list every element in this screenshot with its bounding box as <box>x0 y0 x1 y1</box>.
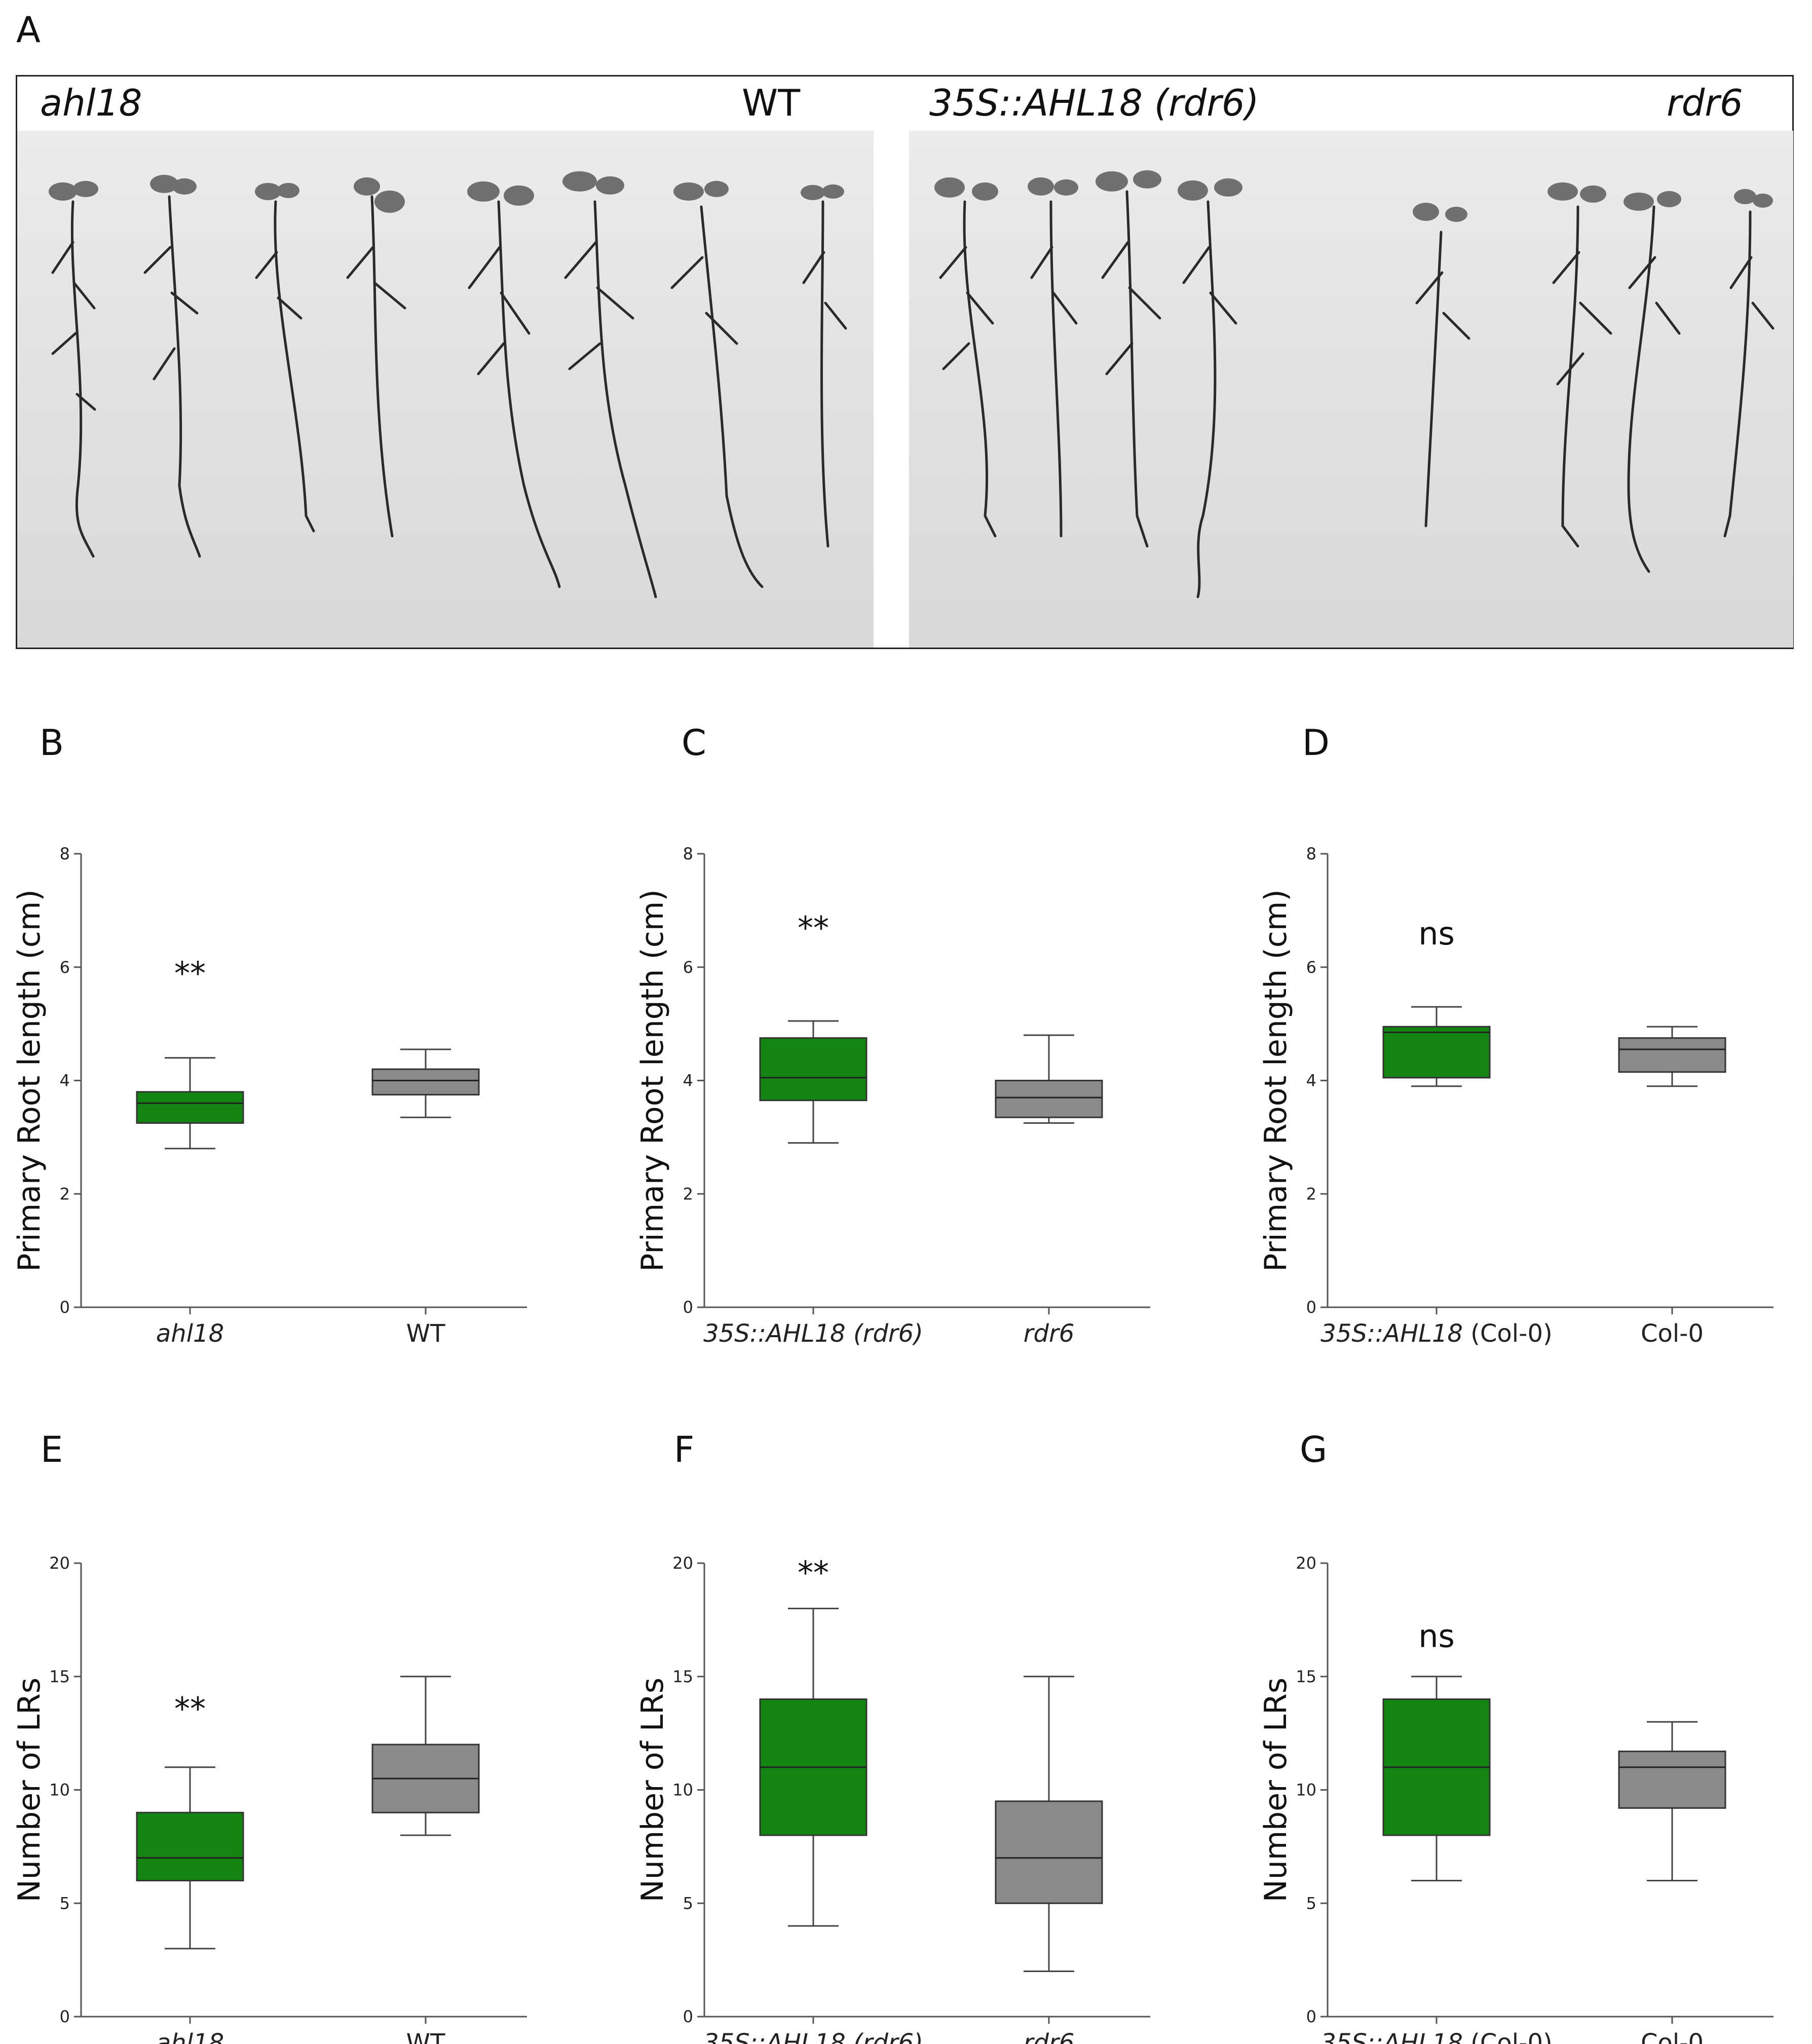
x-category-label-suffix: (Col-0) <box>1463 2029 1553 2044</box>
y-tick-label: 10 <box>49 1781 70 1800</box>
x-category-label-main: Col-0 <box>1641 1319 1704 1348</box>
panel-letter-d: D <box>1302 722 1330 764</box>
box-control <box>1618 1750 1726 1809</box>
y-tick-label: 0 <box>683 1298 693 1317</box>
y-tick-label: 0 <box>60 2007 70 2026</box>
photo-label-ahl18: ahl18 <box>40 82 142 124</box>
x-category-label: rdr6 <box>1024 1319 1074 1348</box>
x-category-label: rdr6 <box>1024 2029 1074 2044</box>
chart-e-number-of-lrs: 0 5 10 15 20 ahl18 WT Number of LRs ** <box>12 1554 527 2044</box>
box-treatment <box>759 1037 867 1102</box>
x-category-label-main: 35S::AHL18 (rdr6) <box>703 1319 923 1348</box>
y-tick-label: 15 <box>672 1667 693 1686</box>
panel-letter-g: G <box>1300 1429 1328 1470</box>
y-tick-label: 2 <box>683 1184 693 1203</box>
y-tick-label: 6 <box>1306 958 1316 977</box>
x-category-label-main: 35S::AHL18 <box>1320 2029 1463 2044</box>
panel-letter-a: A <box>16 9 41 51</box>
y-tick-label: 2 <box>60 1184 70 1203</box>
x-category-label: 35S::AHL18 (rdr6) <box>703 2029 923 2044</box>
x-category-label-main: 35S::AHL18 (rdr6) <box>703 2029 923 2044</box>
box-treatment <box>136 1811 244 1881</box>
x-category-label: WT <box>406 1319 445 1348</box>
y-tick-label: 20 <box>49 1554 70 1573</box>
x-category-label-main: rdr6 <box>1024 1319 1074 1348</box>
x-category-label-main: ahl18 <box>156 2029 224 2044</box>
significance-label: ** <box>798 1554 829 1591</box>
y-tick-label: 4 <box>1306 1071 1316 1090</box>
x-category-label: ahl18 <box>156 2029 224 2044</box>
y-tick-label: 10 <box>1296 1781 1316 1800</box>
y-tick-label: 0 <box>1306 2007 1316 2026</box>
y-tick-label: 5 <box>60 1894 70 1913</box>
x-category-label: Col-0 <box>1641 1319 1704 1348</box>
box-treatment <box>136 1091 244 1124</box>
significance-label: ns <box>1418 915 1455 952</box>
y-tick-label: 6 <box>60 958 70 977</box>
y-axis-title: Primary Root length (cm) <box>12 889 47 1272</box>
y-tick-label: 5 <box>683 1894 693 1913</box>
y-tick-label: 0 <box>60 1298 70 1317</box>
x-category-label: Col-0 <box>1641 2029 1704 2044</box>
seedling-photo-panel: ahl18 WT 35S::AHL18 (rdr6) rdr6 <box>16 75 1794 649</box>
x-category-label-main: rdr6 <box>1024 2029 1074 2044</box>
y-axis-title: Number of LRs <box>635 1678 670 1902</box>
x-category-label: 35S::AHL18 (Col-0) <box>1320 2029 1552 2044</box>
x-category-label-main: ahl18 <box>156 1319 224 1348</box>
y-tick-label: 6 <box>683 958 693 977</box>
box-control <box>995 1800 1103 1904</box>
y-tick-label: 20 <box>1296 1554 1316 1573</box>
y-tick-label: 8 <box>683 844 693 863</box>
chart-b-primary-root-length: 0 2 4 6 8 ahl18 WT Primary Root length (cm) ** <box>12 844 527 1348</box>
photo-label-rdr6: rdr6 <box>1667 82 1743 124</box>
significance-label: ** <box>174 1690 206 1727</box>
right-agar-plate <box>909 131 1793 648</box>
x-category-label: ahl18 <box>156 1319 224 1348</box>
y-axis-title: Number of LRs <box>12 1678 47 1902</box>
box-treatment <box>1382 1026 1491 1079</box>
panel-letter-f: F <box>674 1429 695 1470</box>
x-category-label-main: 35S::AHL18 <box>1320 1319 1463 1348</box>
panel-letter-e: E <box>41 1429 63 1470</box>
y-tick-label: 4 <box>60 1071 70 1090</box>
significance-label: ** <box>798 910 829 947</box>
y-tick-label: 8 <box>60 844 70 863</box>
box-control <box>1618 1037 1726 1073</box>
x-category-label-main: Col-0 <box>1641 2029 1704 2044</box>
y-axis-title: Primary Root length (cm) <box>635 889 670 1272</box>
y-tick-label: 10 <box>672 1781 693 1800</box>
y-tick-label: 2 <box>1306 1184 1316 1203</box>
box-control <box>995 1080 1103 1118</box>
y-axis-title: Primary Root length (cm) <box>1258 889 1294 1272</box>
y-tick-label: 20 <box>672 1554 693 1573</box>
x-category-label-main: WT <box>406 1319 445 1348</box>
x-category-label: 35S::AHL18 (rdr6) <box>703 1319 923 1348</box>
panel-letter-c: C <box>682 722 706 764</box>
panel-letter-b: B <box>40 722 64 764</box>
y-tick-label: 15 <box>49 1667 70 1686</box>
y-tick-label: 5 <box>1306 1894 1316 1913</box>
significance-label: ** <box>174 955 206 992</box>
y-axis-title: Number of LRs <box>1258 1678 1294 1902</box>
x-category-label: WT <box>406 2029 445 2044</box>
right-plate-seedlings <box>934 170 1775 598</box>
box-control <box>371 1068 480 1095</box>
x-category-label-main: WT <box>406 2029 445 2044</box>
y-tick-label: 0 <box>1306 1298 1316 1317</box>
left-agar-plate <box>17 131 874 648</box>
y-tick-label: 15 <box>1296 1667 1316 1686</box>
x-category-label-suffix: (Col-0) <box>1463 1319 1553 1348</box>
photo-label-wt: WT <box>742 82 801 124</box>
y-tick-label: 4 <box>683 1071 693 1090</box>
y-tick-label: 0 <box>683 2007 693 2026</box>
significance-label: ns <box>1418 1618 1455 1655</box>
y-tick-label: 8 <box>1306 844 1316 863</box>
left-plate-seedlings <box>49 171 847 598</box>
photo-label-35s-ahl18-rdr6: 35S::AHL18 (rdr6) <box>929 82 1259 124</box>
x-category-label: 35S::AHL18 (Col-0) <box>1320 1319 1552 1348</box>
